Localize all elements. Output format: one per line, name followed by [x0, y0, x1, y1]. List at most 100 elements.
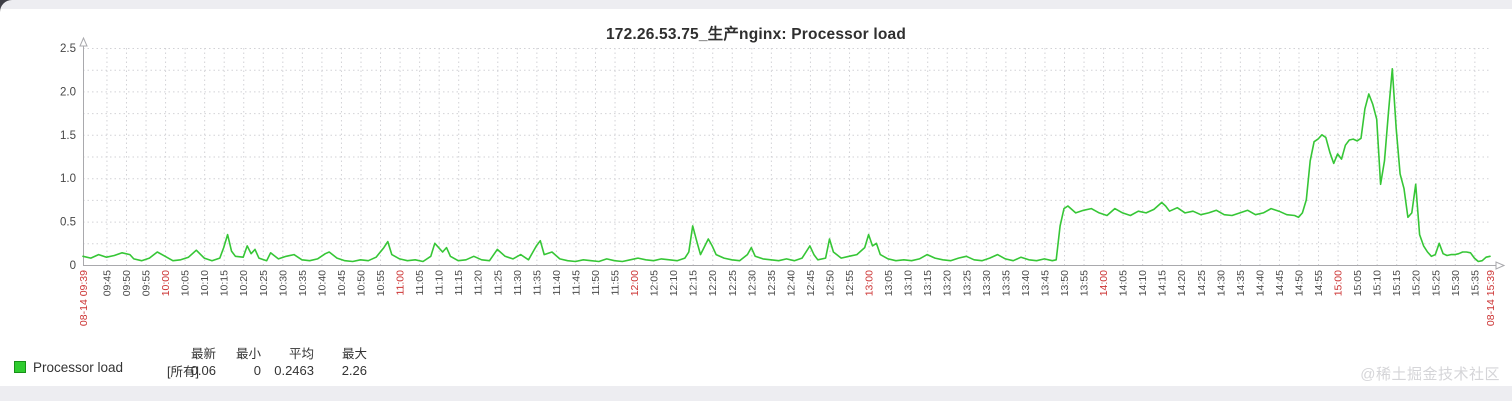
- x-tick-label: 14:55: [1313, 270, 1325, 296]
- x-tick-label: 12:50: [824, 270, 836, 296]
- x-tick-label-red: 14:00: [1098, 270, 1110, 296]
- x-tick-label: 12:35: [766, 270, 778, 296]
- y-tick-label: 1.5: [60, 130, 76, 142]
- x-tick-label: 14:45: [1274, 270, 1286, 296]
- processor-load-chart: 0 0.5 1.0 1.5 2.0 2.5 08-14 09:39 09:45 09:50 09:…: [60, 36, 1506, 326]
- x-tick-label-red: 11:00: [395, 270, 407, 296]
- y-tick-label: 2.0: [60, 86, 76, 98]
- legend-stats-value-row: 0.06 0 0.2463 2.26: [178, 363, 367, 379]
- x-tick-label: 10:15: [219, 270, 231, 296]
- legend-scope-label: [所有]: [167, 365, 199, 379]
- legend-color-swatch: [14, 361, 26, 373]
- x-tick-label: 10:25: [258, 270, 270, 296]
- x-tick-label: 11:30: [512, 270, 524, 296]
- x-tick-label: 14:05: [1118, 270, 1130, 296]
- x-tick-label: 14:25: [1196, 270, 1208, 296]
- x-tick-label: 11:35: [531, 270, 543, 296]
- x-tick-label: 13:10: [903, 270, 915, 296]
- x-tick-label: 12:15: [688, 270, 700, 296]
- x-tick-label: 10:20: [238, 270, 250, 296]
- x-tick-label: 14:30: [1215, 270, 1227, 296]
- x-tick-label: 15:20: [1411, 270, 1423, 296]
- x-tick-label: 13:50: [1059, 270, 1071, 296]
- y-axis-arrow-icon: [79, 36, 88, 47]
- x-tick-label: 10:45: [336, 270, 348, 296]
- x-tick-label: 10:55: [375, 270, 387, 296]
- x-tick-label: 14:20: [1176, 270, 1188, 296]
- x-tick-label: 10:40: [316, 270, 328, 296]
- x-tick-label: 09:45: [101, 270, 113, 296]
- x-tick-label: 11:55: [610, 270, 622, 296]
- stat-header-min: 最小: [235, 347, 261, 361]
- x-tick-label: 15:05: [1352, 270, 1364, 296]
- bottom-frame-strip: [0, 386, 1512, 401]
- processor-load-line: [82, 68, 1491, 263]
- x-tick-label: 15:15: [1391, 270, 1403, 296]
- x-tick-label: 10:35: [297, 270, 309, 296]
- x-tick-label: 13:40: [1020, 270, 1032, 296]
- x-tick-label: 15:35: [1469, 270, 1481, 296]
- stat-value-latest: 0.06: [190, 363, 216, 378]
- x-tick-label: 11:45: [570, 270, 582, 296]
- x-tick-label: 12:40: [785, 270, 797, 296]
- stat-value-avg: 0.2463: [274, 363, 314, 378]
- x-tick-label-red: 10:00: [160, 270, 172, 296]
- chart-title: 172.26.53.75_生产nginx: Processor load: [605, 26, 907, 43]
- x-tick-label-red: 12:00: [629, 270, 641, 296]
- x-tick-label: 12:25: [727, 270, 739, 296]
- x-tick-label-red: 15:00: [1333, 270, 1345, 296]
- stat-value-min: 0: [253, 363, 261, 378]
- x-tick-label: 11:10: [434, 270, 446, 296]
- stat-header-max: 最大: [341, 347, 367, 361]
- x-tick-label: 12:05: [649, 270, 661, 296]
- x-tick-label: 10:05: [180, 270, 192, 296]
- rounded-corner: [0, 0, 44, 44]
- x-tick-label: 13:20: [942, 270, 954, 296]
- stat-header-avg: 平均: [288, 347, 314, 361]
- watermark: @稀土掘金技术社区: [1360, 366, 1500, 383]
- x-tick-label: 11:25: [492, 270, 504, 296]
- x-tick-label: 12:20: [707, 270, 719, 296]
- x-tick-label: 13:35: [1000, 270, 1012, 296]
- x-tick-label: 09:50: [121, 270, 133, 296]
- x-tick-label: 14:50: [1293, 270, 1305, 296]
- x-tick-label: 13:05: [883, 270, 895, 296]
- stat-value-max: 2.26: [341, 363, 367, 378]
- x-tick-label-red: 08-14 15:39: [1485, 270, 1497, 326]
- x-tick-label: 13:15: [922, 270, 934, 296]
- chart-legend: Processor load [所有] 最新 最小 平均 最大 0.06 0 0…: [0, 342, 430, 379]
- x-tick-label: 15:25: [1430, 270, 1442, 296]
- x-tick-label: 13:55: [1079, 270, 1091, 296]
- x-tick-label: 14:10: [1137, 270, 1149, 296]
- legend-stats-table: 最新 最小 平均 最大 0.06 0 0.2463 2.26: [178, 343, 367, 379]
- x-tick-label-red: 13:00: [864, 270, 876, 296]
- x-tick-label: 14:40: [1254, 270, 1266, 296]
- y-tick-label: 0: [70, 260, 76, 272]
- x-tick-label: 11:40: [551, 270, 563, 296]
- x-tick-label: 12:55: [844, 270, 856, 296]
- x-tick-label: 11:50: [590, 270, 602, 296]
- legend-series-label: Processor load: [33, 360, 124, 375]
- x-tick-label: 13:25: [961, 270, 973, 296]
- x-tick-label: 11:20: [473, 270, 485, 296]
- x-tick-label: 13:30: [981, 270, 993, 296]
- x-tick-label: 13:45: [1039, 270, 1051, 296]
- x-tick-label: 15:30: [1450, 270, 1462, 296]
- x-axis-arrow-icon: [1495, 261, 1506, 270]
- x-tick-label: 09:55: [141, 270, 153, 296]
- y-tick-label: 0.5: [60, 217, 76, 229]
- x-tick-label-red: 08-14 09:39: [78, 270, 90, 326]
- legend-stats-header-row: 最新 最小 平均 最大: [178, 343, 367, 363]
- y-tick-label: 1.0: [60, 173, 76, 185]
- x-tick-label: 14:15: [1157, 270, 1169, 296]
- x-tick-label: 10:50: [355, 270, 367, 296]
- x-tick-label: 12:30: [746, 270, 758, 296]
- x-tick-label: 12:45: [805, 270, 817, 296]
- x-tick-label: 11:15: [453, 270, 465, 296]
- stat-header-latest: 最新: [190, 347, 216, 361]
- y-tick-label: 2.5: [60, 43, 76, 55]
- x-tick-label: 14:35: [1235, 270, 1247, 296]
- top-frame-strip: [12, 0, 1512, 9]
- x-tick-label: 10:10: [199, 270, 211, 296]
- x-tick-label: 12:10: [668, 270, 680, 296]
